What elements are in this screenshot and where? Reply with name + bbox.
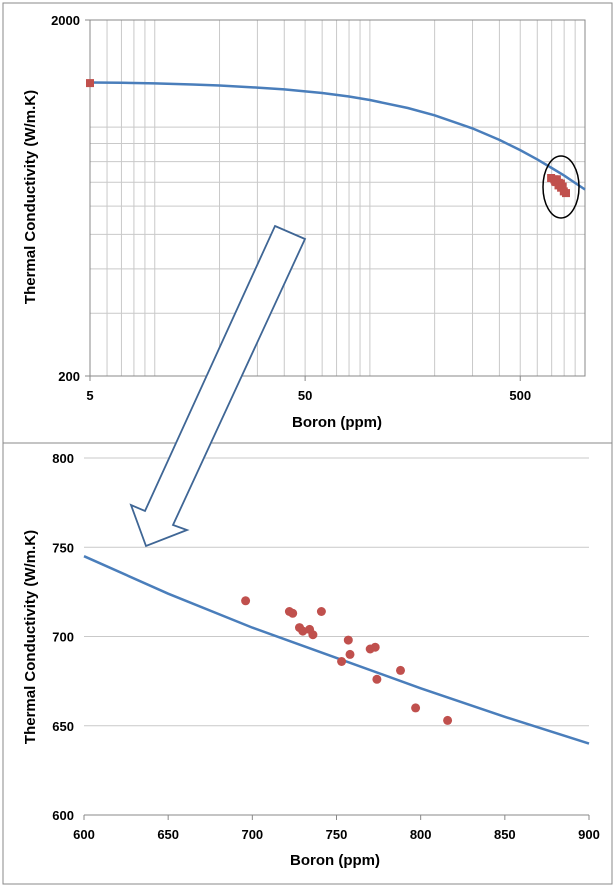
x-tick-label: 500 xyxy=(509,388,531,403)
x-tick-label: 750 xyxy=(326,827,348,842)
zoom-arrow xyxy=(129,224,307,548)
data-point xyxy=(298,626,308,636)
data-point xyxy=(562,189,570,198)
data-point xyxy=(411,703,421,713)
data-point xyxy=(443,715,453,725)
linear-chart: 600 650 700 750 800 850 900 600 650 700 750 800 Bor… xyxy=(22,451,600,869)
x-tick-label: 700 xyxy=(241,827,263,842)
x-tick-label: 600 xyxy=(73,827,95,842)
data-point xyxy=(308,630,318,640)
data-point xyxy=(343,635,353,645)
y-tick-label: 600 xyxy=(52,808,74,823)
data-point xyxy=(396,665,405,675)
data-point xyxy=(86,79,94,88)
data-point xyxy=(241,596,251,606)
bottom-panel-frame xyxy=(2,442,613,885)
data-point xyxy=(316,607,326,616)
data-point xyxy=(337,657,347,666)
plot-area-frame xyxy=(89,19,586,377)
data-point xyxy=(372,674,382,684)
x-tick-label: 50 xyxy=(298,388,312,403)
model-curve xyxy=(83,555,590,745)
x-tick-label: 850 xyxy=(494,827,516,842)
y-axis-label: Thermal Conductivity (W/m.K) xyxy=(22,530,39,744)
x-tick-label: 800 xyxy=(410,827,432,842)
x-tick-label: 5 xyxy=(86,388,93,403)
grid xyxy=(90,20,585,376)
y-axis-label: Thermal Conductivity (W/m.K) xyxy=(22,90,39,304)
y-tick-label: 200 xyxy=(58,369,80,384)
y-tick-label: 2000 xyxy=(51,13,80,28)
data-point xyxy=(558,182,567,191)
y-tick-label: 700 xyxy=(52,630,74,645)
y-tick-label: 750 xyxy=(52,540,74,555)
data-point xyxy=(345,649,355,659)
x-axis-label: Boron (ppm) xyxy=(292,414,382,431)
x-tick-label: 900 xyxy=(578,827,600,842)
data-point xyxy=(370,642,380,652)
model-curve xyxy=(89,81,586,191)
highlight-ellipse xyxy=(542,155,580,219)
y-tick-label: 800 xyxy=(52,451,74,466)
x-axis-label: Boron (ppm) xyxy=(290,852,380,869)
x-tick-label: 650 xyxy=(157,827,179,842)
data-point xyxy=(288,608,298,618)
log-log-chart: 5 50 500 200 2000 Boron (ppm) Thermal Conduc… xyxy=(22,13,586,431)
y-tick-label: 650 xyxy=(52,719,74,734)
